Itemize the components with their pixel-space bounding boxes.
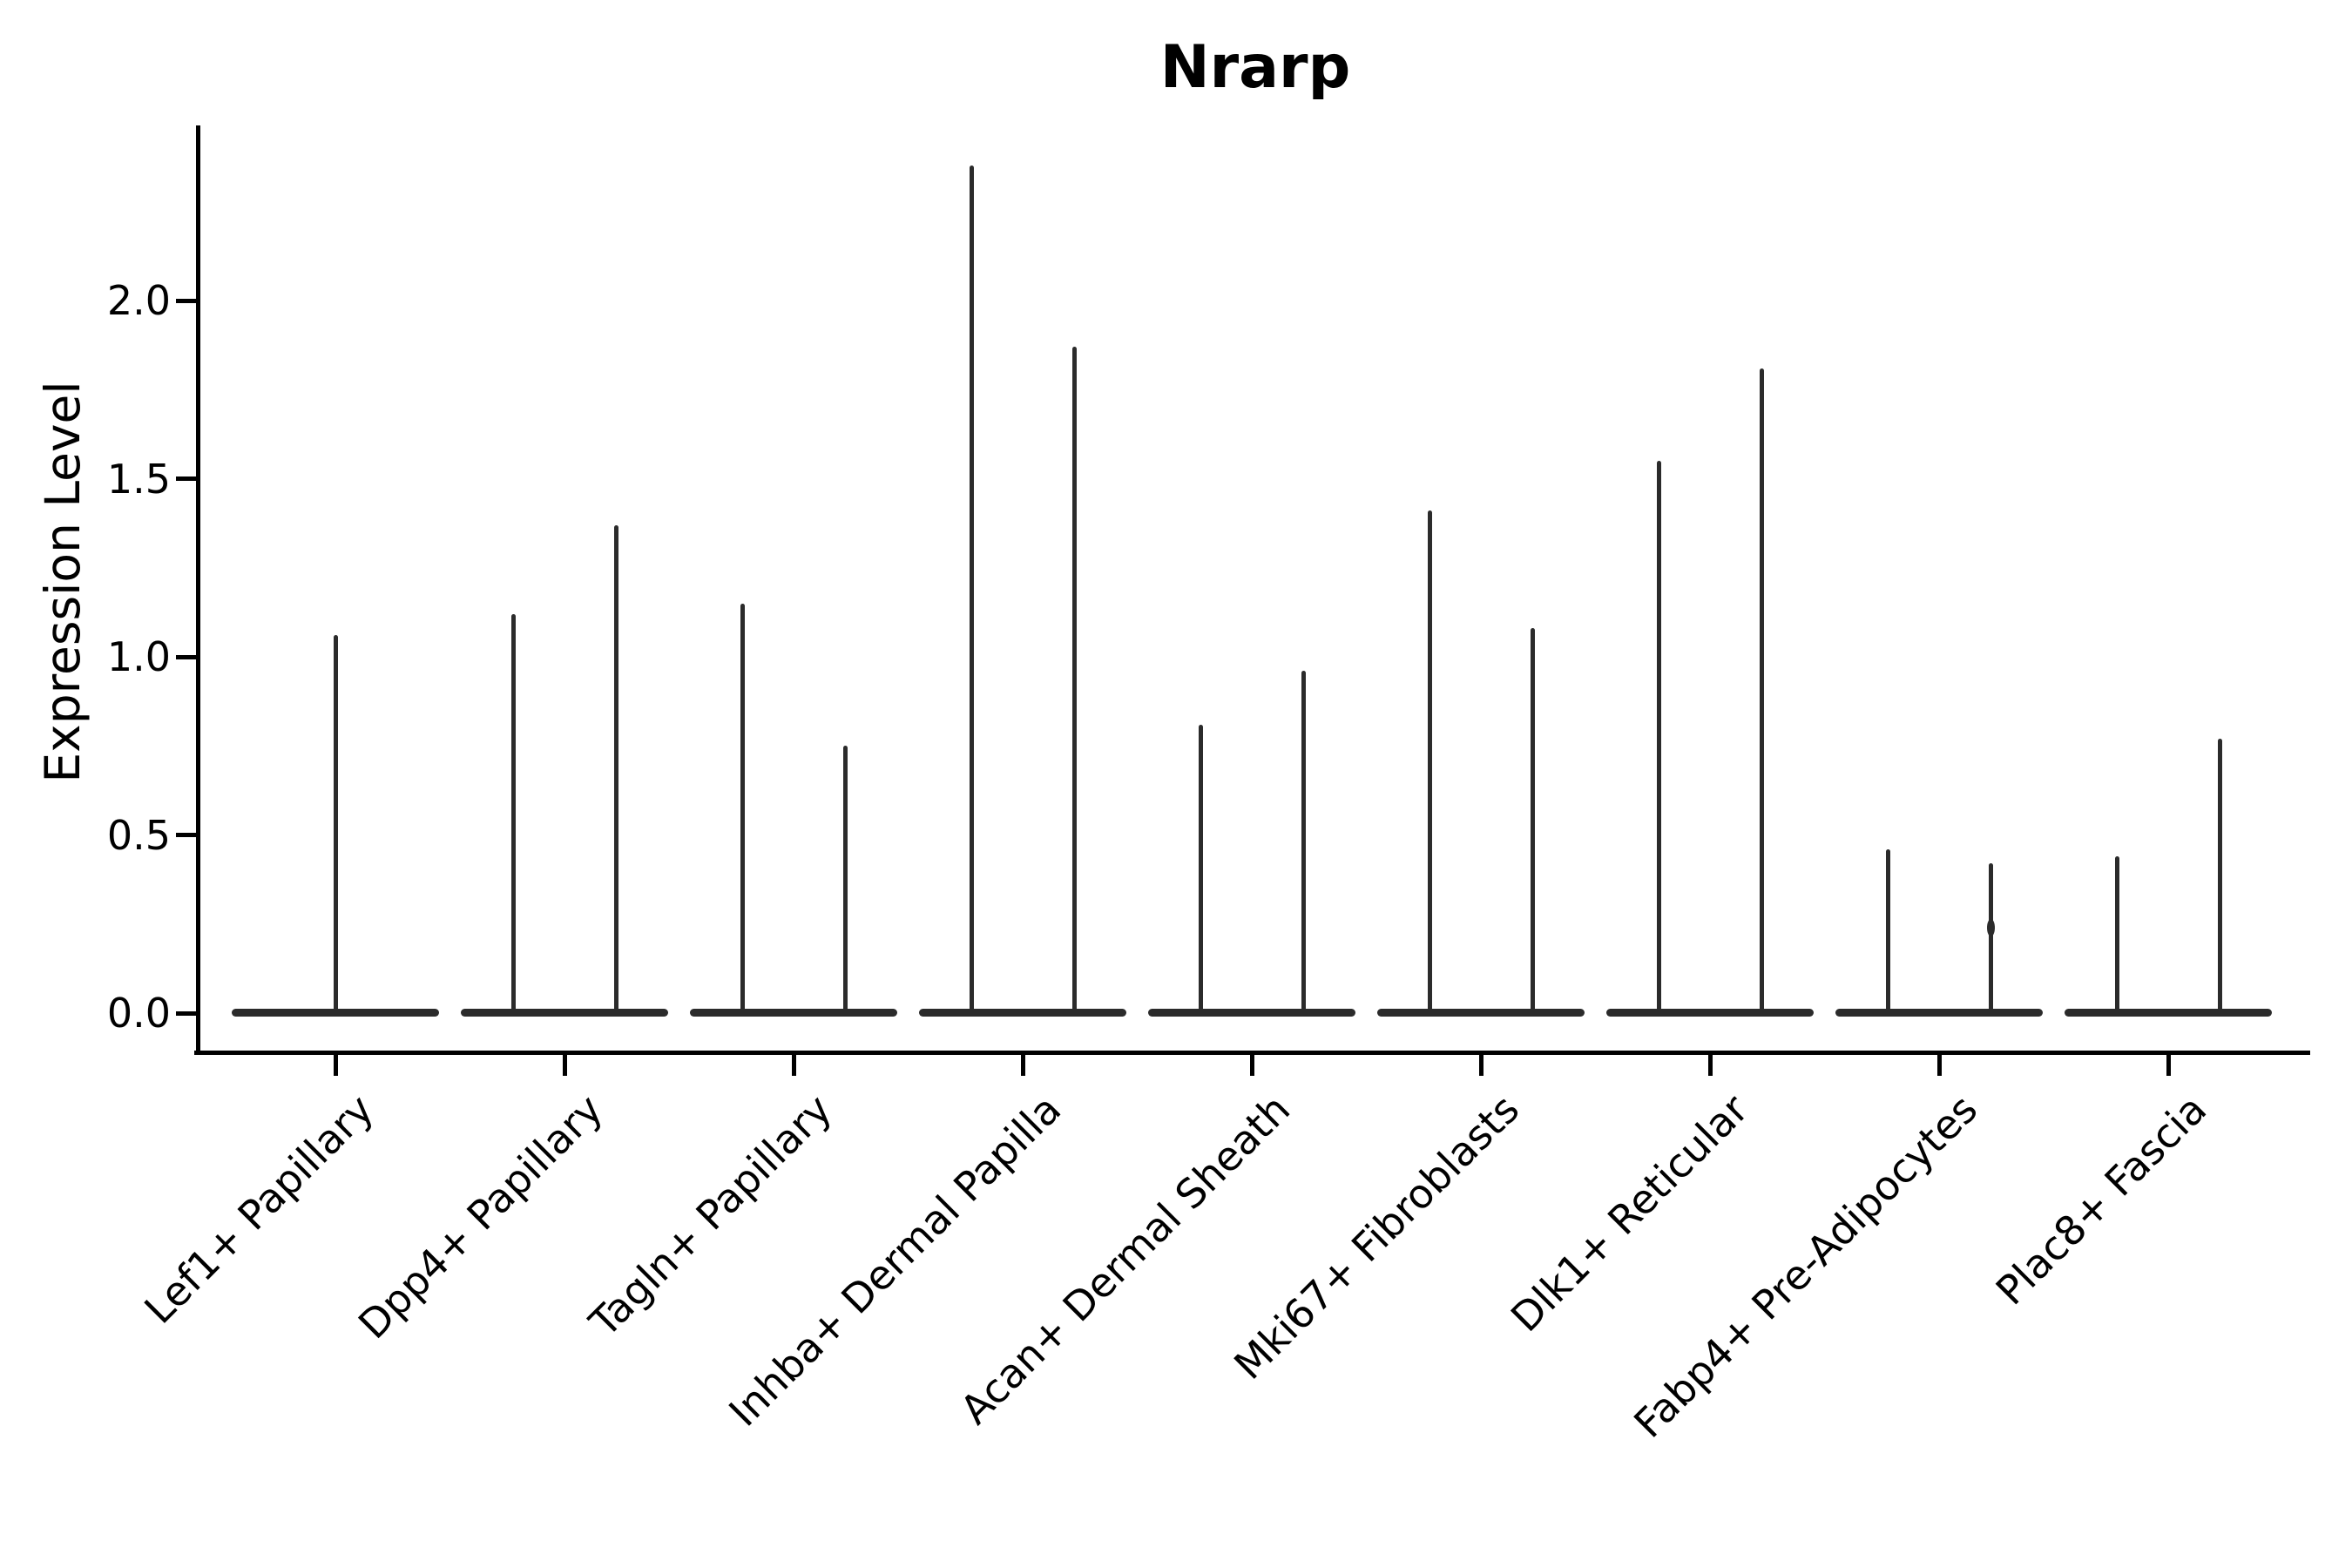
x-tick-mark [791,1055,796,1076]
violin-spike [969,165,974,1012]
x-axis-spine [194,1051,2310,1055]
y-tick-mark [176,1010,196,1016]
y-tick-mark [176,833,196,837]
violin-spike [1885,848,1890,1012]
violin-bulge [1986,918,1995,936]
violin-base [1377,1008,1585,1017]
violin-base [232,1008,439,1017]
y-tick-mark [176,476,196,481]
x-tick-mark [1249,1055,1254,1076]
violin-spike [1759,368,1764,1012]
violin-spike [1530,628,1535,1012]
violin-base [461,1008,668,1017]
y-tick-label: 1.5 [106,455,171,503]
x-tick-label: Dlk1+ Reticular [1501,1085,1758,1342]
x-tick-mark [2166,1055,2171,1076]
violin-spike [1988,863,1993,1012]
violin-spike [1198,724,1203,1012]
violin-spike [510,613,516,1012]
x-tick-label: Lef1+ Papillary [135,1085,383,1333]
violin-spike [740,603,745,1012]
violin-spike [2114,856,2119,1012]
violin-spike [1656,461,1661,1012]
violin-spike [2217,739,2222,1012]
violin-spike [613,524,618,1012]
y-tick-label: 0.5 [106,811,171,859]
chart-title: Nrarp [1159,33,1351,102]
y-axis-label: Expression Level [35,381,91,783]
violin-spike [1071,347,1077,1012]
y-tick-label: 0.0 [106,990,171,1037]
violin-spike [333,635,338,1012]
x-tick-mark [1936,1055,1942,1076]
violin-base [1148,1008,1355,1017]
x-tick-mark [1478,1055,1484,1076]
violin-base [1606,1008,1814,1017]
y-tick-mark [176,298,196,303]
violin-spike [1427,510,1432,1012]
violin-base [919,1008,1126,1017]
x-tick-label: Dpp4+ Papillary [348,1085,612,1348]
y-tick-label: 2.0 [106,277,171,324]
y-tick-mark [176,654,196,659]
x-tick-label: Plac8+ Fascia [1986,1085,2216,1315]
x-tick-label: Tagln+ Papillary [580,1085,841,1346]
violin-base [1835,1008,2043,1017]
violin-base [2065,1008,2272,1017]
violin-spike [842,746,848,1012]
x-tick-mark [1707,1055,1713,1076]
x-tick-mark [562,1055,567,1076]
y-tick-label: 1.0 [106,633,171,680]
x-tick-mark [1020,1055,1025,1076]
violin-base [690,1008,897,1017]
x-tick-mark [333,1055,338,1076]
violin-spike [1301,671,1306,1012]
y-axis-spine [196,125,200,1055]
